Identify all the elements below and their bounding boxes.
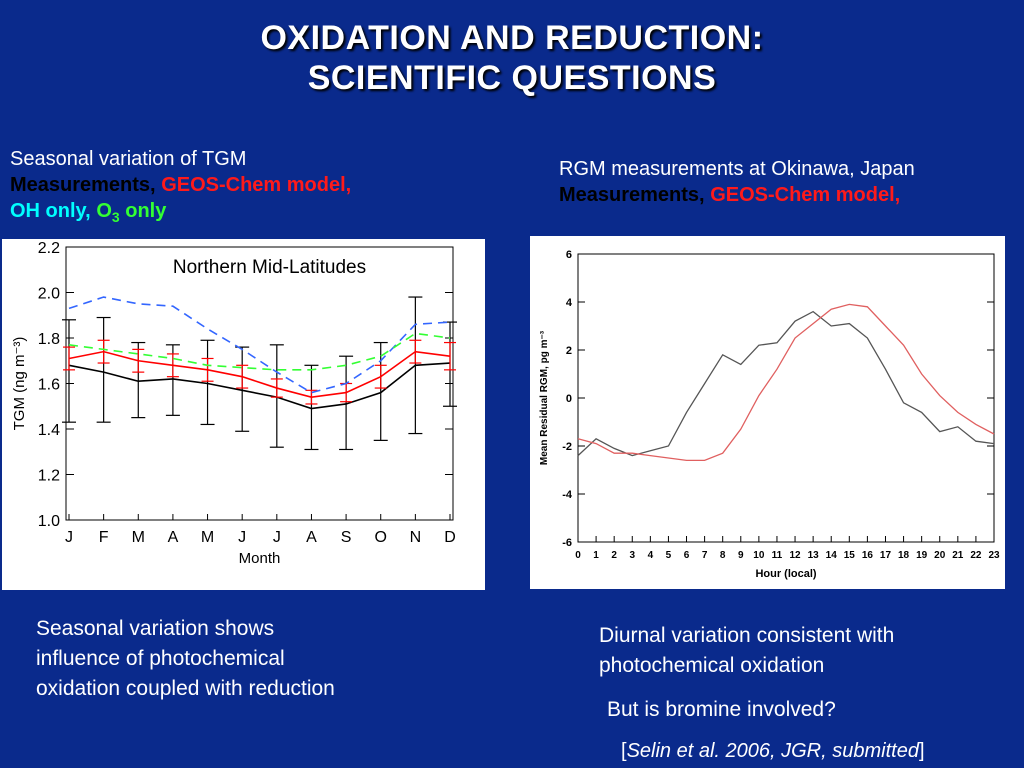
x-axis-label: Month <box>239 550 281 567</box>
right-chart-caption: RGM measurements at Okinawa, Japan Measu… <box>559 156 1019 208</box>
right-caption-line1: RGM measurements at Okinawa, Japan <box>559 158 915 180</box>
x-tick-label: 17 <box>880 550 892 561</box>
x-tick-label: 21 <box>952 550 964 561</box>
x-tick-label: 10 <box>753 550 765 561</box>
legend-model: GEOS-Chem model, <box>161 174 352 196</box>
series-line-measurements <box>577 310 995 457</box>
tgm-chart-panel: 1.0 1.2 1.4 1.6 1.8 2.0 2.2 J F M A M J J A S O N D Month TG… <box>2 239 485 590</box>
x-tick-label: J <box>238 529 246 546</box>
y-tick-label: 1.8 <box>38 331 60 348</box>
y-tick-label: 1.0 <box>38 513 60 530</box>
x-tick-label: 1 <box>593 550 599 561</box>
plot-frame <box>65 246 454 521</box>
x-tick-label: 3 <box>629 550 635 561</box>
series-line-measurements <box>68 362 451 410</box>
chart-title: Northern Mid-Latitudes <box>173 257 366 278</box>
title-line-2: SCIENTIFIC QUESTIONS <box>307 59 717 97</box>
x-tick-label: 6 <box>684 550 690 561</box>
left-caption-line1: Seasonal variation of TGM <box>10 148 247 170</box>
x-tick-label: S <box>341 529 352 546</box>
x-tick-label: D <box>444 529 456 546</box>
y-tick-label: -4 <box>562 489 573 501</box>
x-tick-label: 0 <box>575 550 581 561</box>
legend-o3-only: O3 only <box>96 200 167 225</box>
x-tick-label: N <box>410 529 422 546</box>
x-tick-label: 12 <box>789 550 801 561</box>
x-tick-label: 9 <box>738 550 744 561</box>
citation: [Selin et al. 2006, JGR, submitted] <box>621 740 925 762</box>
x-tick-label: 22 <box>970 550 982 561</box>
x-tick-label: 18 <box>898 550 910 561</box>
legend-oh-only: OH only, <box>10 200 91 222</box>
y-tick-label: 1.4 <box>38 422 60 439</box>
y-tick-label: 4 <box>566 297 573 309</box>
x-tick-label: 23 <box>988 550 1000 561</box>
x-tick-label: J <box>273 529 281 546</box>
x-tick-label: 4 <box>648 550 654 561</box>
x-tick-label: M <box>201 529 214 546</box>
y-tick-label: 1.6 <box>38 377 60 394</box>
y-tick-label: 6 <box>566 249 572 261</box>
y-tick-label: -2 <box>562 441 572 453</box>
legend-measurements-right: Measurements, <box>559 184 705 206</box>
rgm-chart-panel: -6 -4 -2 0 2 4 6 0 1 2 3 4 5 6 7 8 9 10 11 12 13 14 15 16 17 18 19… <box>530 236 1005 589</box>
y-tick-label: 0 <box>566 393 572 405</box>
y-tick-label: 2 <box>566 345 572 357</box>
bromine-question: But is bromine involved? <box>607 698 836 721</box>
y-axis-label: Mean Residual RGM, pg m⁻³ <box>539 330 550 465</box>
x-tick-label: 2 <box>611 550 617 561</box>
left-chart-caption: Seasonal variation of TGM Measurements, … <box>10 146 450 230</box>
right-conclusion: Diurnal variation consistent with photoc… <box>599 624 895 677</box>
x-axis-label: Hour (local) <box>755 568 816 580</box>
x-tick-label: 14 <box>826 550 838 561</box>
left-conclusion: Seasonal variation shows influence of ph… <box>36 617 335 700</box>
y-tick-label: 1.2 <box>38 468 60 485</box>
x-tick-label: 8 <box>720 550 726 561</box>
x-tick-label: F <box>99 529 109 546</box>
y-tick-label: -6 <box>562 537 572 549</box>
y-tick-label: 2.2 <box>38 240 60 257</box>
slide-title: OXIDATION AND REDUCTION: SCIENTIFIC QUES… <box>0 18 1024 98</box>
title-line-1: OXIDATION AND REDUCTION: <box>260 19 764 57</box>
plot-frame <box>577 253 995 543</box>
x-tick-label: 13 <box>808 550 820 561</box>
series-line-oh_only <box>68 296 451 394</box>
x-tick-label: 11 <box>772 550 783 561</box>
x-tick-label: A <box>306 529 317 546</box>
x-tick-label: J <box>65 529 73 546</box>
x-tick-label: 7 <box>702 550 708 561</box>
legend-measurements: Measurements, <box>10 174 156 196</box>
y-axis-label: TGM (ng m⁻³) <box>11 337 28 431</box>
x-tick-label: 20 <box>934 550 946 561</box>
x-tick-label: 19 <box>916 550 928 561</box>
legend-model-right: GEOS-Chem model, <box>710 184 901 206</box>
x-tick-label: 5 <box>666 550 672 561</box>
x-tick-label: O <box>375 529 387 546</box>
series-line-o3_only <box>68 332 451 371</box>
y-tick-label: 2.0 <box>38 286 60 303</box>
x-tick-label: 15 <box>844 550 856 561</box>
series-line-model <box>577 303 995 462</box>
series-line-model <box>68 350 451 398</box>
x-tick-label: M <box>132 529 145 546</box>
x-tick-label: A <box>168 529 179 546</box>
tgm-seasonal-chart: 1.0 1.2 1.4 1.6 1.8 2.0 2.2 J F M A M J J A S O N D Month TG… <box>11 240 457 567</box>
x-tick-label: 16 <box>862 550 874 561</box>
